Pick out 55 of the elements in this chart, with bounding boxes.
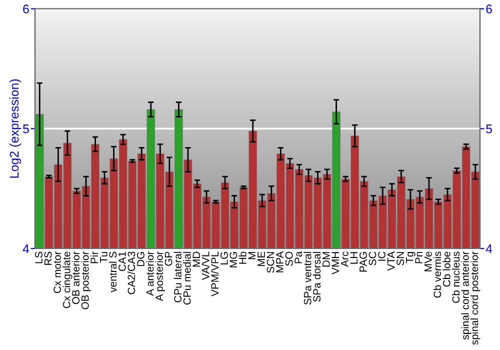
x-tick-label: SN (396, 252, 404, 266)
x-tick-label: VTA (387, 251, 395, 271)
x-tick-label: spinal cord posterior (470, 251, 480, 345)
y-axis-title: Log2 (expression) (9, 79, 22, 178)
x-tick-label: ME (258, 252, 265, 266)
x-tick-label: MPA (276, 251, 284, 272)
x-tick-label: spinal cord anterior (461, 251, 471, 340)
x-tick-label: PAG (360, 252, 367, 272)
x-tick-label: OB anterior (72, 251, 80, 304)
x-tick-label: MVe (424, 252, 432, 272)
x-tick-label: Cx cingulate (62, 252, 72, 308)
x-tick-label: Pa (294, 251, 302, 264)
x-tick-label: DG (137, 252, 144, 266)
x-tick-label: Cb lobe (442, 252, 450, 287)
x-tick-label: LH (350, 252, 358, 264)
x-tick-label: DM (322, 252, 330, 267)
y-tick-label: 5 (22, 124, 29, 134)
x-tick-label: GP (164, 252, 172, 266)
x-tick-label: SO (285, 252, 293, 266)
x-tick-label: CA1 (118, 252, 126, 272)
x-tick-label: Tu (100, 252, 108, 263)
x-tick-label: Cx motor (54, 251, 61, 293)
x-tick-label: A posterior (155, 251, 166, 302)
x-tick-label: CA2/CA3 (127, 252, 136, 294)
x-tick-label: MG (230, 252, 238, 268)
x-tick-label: M (248, 252, 256, 260)
x-tick-label: CPu lateral (174, 252, 182, 302)
x-tick-label: RS (44, 252, 52, 265)
y-tick-label: 6 (23, 4, 29, 14)
y-tick-label: 4 (22, 244, 30, 254)
x-tick-label: SC (368, 252, 376, 266)
x-tick-label: MD (192, 252, 200, 267)
x-tick-label: Hb (238, 252, 246, 264)
x-tick-label: LG (220, 252, 228, 264)
x-tick-label: A anterior (146, 251, 154, 296)
x-tick-label: Arc (341, 252, 348, 267)
x-tick-label: VA/VL (202, 252, 210, 280)
x-tick-label: Cb vermis (433, 252, 442, 298)
x-tick-label: Pn (415, 252, 422, 264)
x-tick-label: VPM/VPL (210, 252, 219, 296)
x-tick-label: OB posterior (81, 251, 91, 310)
x-tick-label: LS (35, 252, 42, 264)
x-tick-label: Cb nucleus (452, 252, 460, 303)
x-tick-label: SPa dorsal (312, 252, 321, 302)
x-tick-label: CPu medial (183, 252, 191, 305)
x-tick-label: IC (378, 252, 386, 261)
x-tick-label: SCN (266, 252, 274, 273)
y2-tick-label: 6 (486, 4, 492, 14)
x-tick-label: Tg (406, 252, 416, 264)
y2-tick-label: 5 (486, 124, 492, 134)
y2-tick-label: 4 (486, 244, 492, 254)
x-tick-label: SPa ventral (304, 252, 312, 305)
x-tick-label: VMH (332, 252, 339, 274)
x-tick-label: ventral S (108, 252, 117, 292)
x-tick-label: Pir (90, 251, 98, 264)
